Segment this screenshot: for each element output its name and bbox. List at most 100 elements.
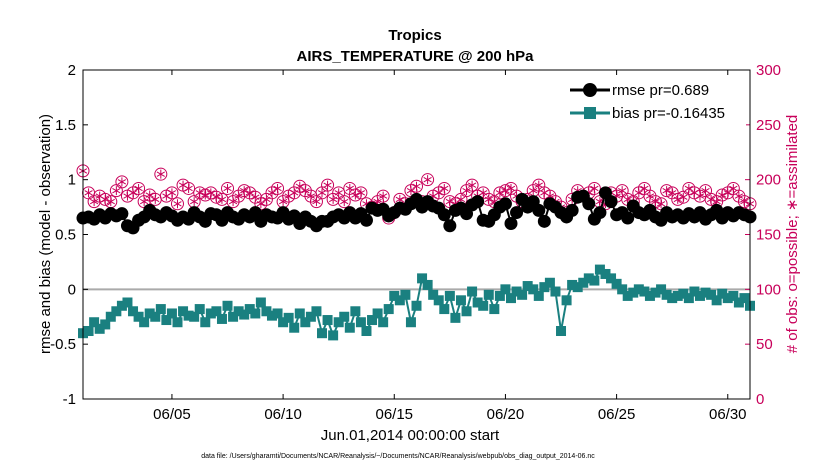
bias-point [700, 287, 711, 298]
bias-point [528, 284, 539, 295]
bias-point [678, 288, 689, 299]
obs-marker [82, 186, 96, 200]
legend-rmse-label: rmse pr=0.689 [612, 82, 709, 99]
bias-point [405, 317, 416, 328]
legend: rmse pr=0.689 bias pr=-0.16435 [561, 77, 746, 127]
rmse-point [498, 197, 512, 211]
rmse-point [621, 211, 635, 225]
bias-point [672, 290, 683, 301]
obs-marker [676, 190, 690, 204]
axis-ticks: -1 -0.5 0 0.5 1 1.5 2 0 50 100 150 200 250 300 06/05 06… [50, 62, 781, 423]
obs-possible-circle [221, 181, 235, 195]
x-tick-label: 06/15 [375, 406, 413, 423]
bias-point [489, 304, 500, 315]
bias-point [478, 300, 489, 311]
bias-point [505, 293, 516, 304]
bias-point [355, 317, 366, 328]
bias-point [417, 273, 428, 284]
obs-marker [154, 167, 168, 181]
bias-point [211, 306, 222, 317]
obs-marker [437, 181, 451, 195]
obs-assimilated-asterisk [340, 197, 349, 207]
bias-point [472, 297, 483, 308]
y-right-tick-label: 0 [756, 391, 764, 408]
obs-possible-circle [154, 167, 168, 181]
obs-assimilated-asterisk [151, 194, 160, 204]
bias-point [450, 312, 461, 323]
bias-point [444, 290, 455, 301]
bias-point [511, 286, 522, 297]
obs-marker [115, 175, 129, 189]
obs-marker [165, 186, 179, 200]
bias-point [161, 315, 172, 326]
x-tick-label: 06/05 [153, 406, 191, 423]
bias-point [461, 306, 472, 317]
data-file-footnote: data file: /Users/gharamti/Documents/NCA… [201, 453, 595, 460]
rmse-point [532, 203, 546, 217]
obs-possible-circle [421, 173, 435, 187]
bias-point [94, 323, 105, 334]
bias-point [411, 300, 422, 311]
obs-assimilated-asterisk [618, 186, 627, 196]
rmse-point [510, 206, 524, 220]
obs-assimilated-asterisk [173, 199, 182, 209]
legend-bias-marker [584, 107, 596, 119]
bias-point [722, 293, 733, 304]
y-axis-label: rmse and bias (model - observation) [37, 114, 54, 354]
rmse-point [582, 197, 596, 211]
bias-point [344, 322, 355, 333]
obs-assimilated-asterisk [156, 169, 165, 179]
obs-possible-circle [170, 197, 184, 211]
rmse-point [504, 217, 518, 231]
bias-point [661, 289, 672, 300]
obs-assimilated-asterisk [590, 183, 599, 193]
obs-marker [315, 186, 329, 200]
y-tick-label: 1 [68, 172, 76, 189]
legend-bias-label: bias pr=-0.16435 [612, 105, 725, 122]
bias-point [689, 286, 700, 297]
bias-point [455, 295, 466, 306]
bias-point [389, 290, 400, 301]
y-tick-label: -0.5 [50, 336, 76, 353]
bias-point [422, 279, 433, 290]
obs-marker [637, 181, 651, 195]
bias-point [467, 286, 478, 297]
bias-point [556, 326, 567, 337]
y-right-tick-label: 250 [756, 117, 781, 134]
bias-point [433, 295, 444, 306]
obs-assimilated-asterisk [701, 186, 710, 196]
y-axis-right-label: # of obs: o=possible; ∗=assimilated [784, 115, 801, 354]
chart-title: Tropics [388, 27, 441, 44]
bias-point [261, 306, 272, 317]
y-right-tick-label: 300 [756, 62, 781, 79]
obs-possible-circle [115, 175, 129, 189]
bias-point [89, 317, 100, 328]
obs-possible-circle [165, 186, 179, 200]
bias-point [128, 306, 139, 317]
obs-possible-circle [465, 178, 479, 192]
obs-marker [504, 181, 518, 195]
bias-point [194, 304, 205, 315]
bias-point [550, 286, 561, 297]
bias-point [606, 273, 617, 284]
bias-point [617, 284, 628, 295]
y-right-tick-label: 50 [756, 336, 773, 353]
bias-point [439, 304, 450, 315]
rmse-point [593, 206, 607, 220]
bias-point [372, 308, 383, 319]
obs-assimilated-asterisk [184, 183, 193, 193]
bias-point [333, 317, 344, 328]
bias-point [216, 313, 227, 324]
obs-assimilated-asterisk [334, 188, 343, 198]
bias-point [706, 289, 717, 300]
bias-point [500, 284, 511, 295]
bias-point [517, 289, 528, 300]
x-tick-label: 06/20 [487, 406, 525, 423]
obs-marker [587, 181, 601, 195]
bias-point [639, 286, 650, 297]
obs-marker [148, 192, 162, 206]
bias-point [561, 295, 572, 306]
obs-assimilated-asterisk [328, 194, 338, 204]
bias-point [172, 317, 183, 328]
